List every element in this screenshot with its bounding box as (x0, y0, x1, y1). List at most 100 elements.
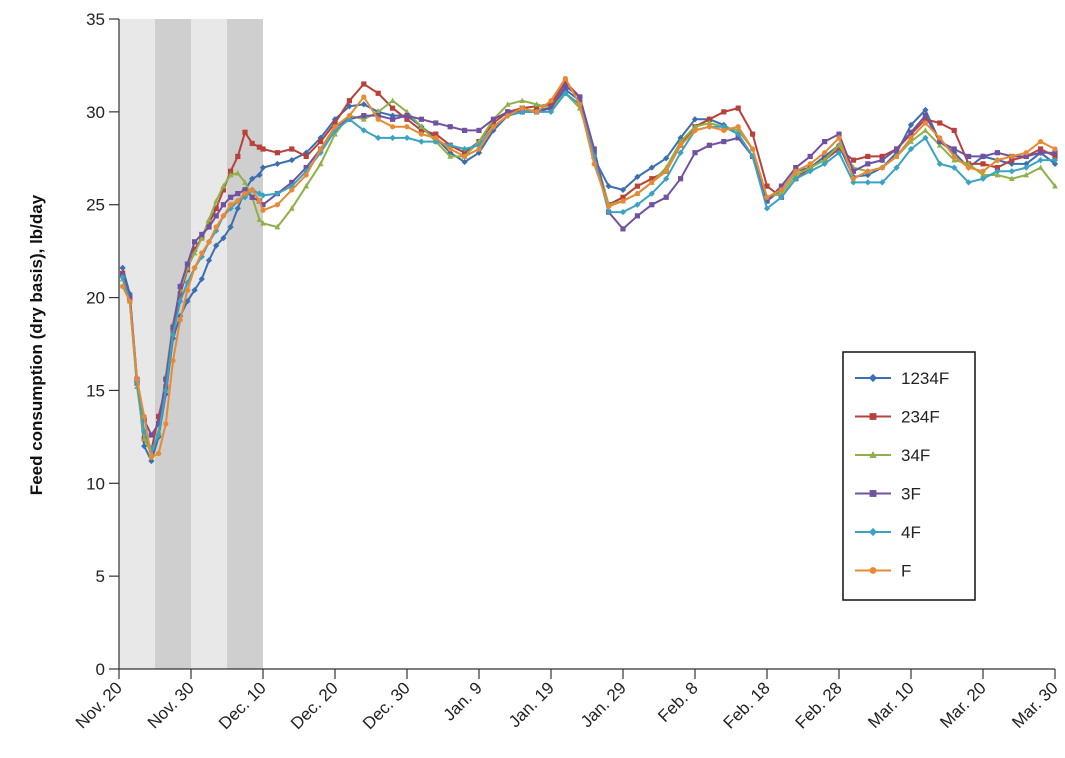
point-4F-69 (965, 179, 972, 186)
point-F-20 (260, 207, 266, 213)
point-1234F-50 (691, 116, 699, 123)
point-1234F-45 (619, 186, 627, 193)
point-F-55 (764, 194, 770, 200)
y-tick-label-35: 35 (86, 10, 105, 29)
point-F-56 (778, 187, 785, 193)
point-F-32 (433, 135, 439, 141)
point-234F-60 (836, 146, 842, 152)
point-4F-38 (519, 108, 526, 115)
point-1234F-11 (198, 275, 205, 283)
point-1234F-65 (907, 121, 915, 128)
point-34F-13 (213, 197, 220, 204)
x-tick-label-7: Jan. 29 (577, 678, 630, 731)
point-4F-59 (821, 160, 828, 167)
point-34F-60 (836, 142, 842, 148)
point-F-16 (235, 198, 241, 204)
point-4F-58 (807, 168, 814, 175)
point-4F-33 (447, 142, 454, 149)
point-F-69 (966, 164, 972, 171)
point-F-71 (994, 157, 1001, 163)
point-34F-33 (447, 153, 454, 159)
point-4F-41 (562, 90, 569, 97)
point-234F-21 (274, 150, 280, 156)
point-34F-69 (965, 160, 972, 167)
point-3F-63 (879, 157, 885, 163)
point-234F-16 (235, 153, 241, 160)
point-F-15 (228, 202, 234, 208)
legend-label-34F: 34F (901, 446, 930, 465)
y-axis-title: Feed consumption (dry basis), lb/day (27, 194, 46, 495)
point-F-73 (1023, 150, 1029, 156)
point-4F-8 (177, 298, 184, 305)
x-tick-label-11: Mar. 10 (864, 678, 918, 732)
point-4F-60 (835, 149, 843, 156)
point-1234F-22 (288, 157, 295, 164)
point-4F-70 (979, 175, 987, 182)
point-34F-37 (504, 101, 511, 107)
point-F-31 (418, 131, 424, 137)
point-4F-71 (994, 168, 1001, 175)
point-4F-9 (184, 279, 191, 286)
point-234F-32 (433, 131, 439, 137)
point-F-41 (562, 75, 569, 82)
point-4F-57 (792, 175, 799, 182)
point-3F-31 (418, 116, 424, 122)
point-234F-66 (922, 116, 928, 122)
point-3F-23 (303, 164, 309, 171)
point-3F-7 (170, 324, 176, 330)
point-3F-30 (404, 112, 410, 119)
point-3F-18 (249, 194, 255, 200)
point-3F-74 (1038, 150, 1044, 156)
point-3F-16 (235, 190, 241, 197)
point-4F-55 (763, 205, 771, 212)
legend-entry-3F: 3F (855, 485, 921, 504)
point-4F-61 (850, 179, 857, 186)
point-234F-53 (735, 105, 741, 111)
point-F-23 (303, 172, 309, 178)
point-3F-33 (447, 124, 453, 130)
point-F-62 (865, 168, 871, 174)
point-1234F-0 (119, 264, 126, 271)
point-3F-53 (735, 135, 741, 141)
point-4F-74 (1037, 157, 1044, 164)
legend: 1234F 234F 34F 3F 4F F (842, 351, 976, 601)
point-34F-11 (198, 235, 205, 241)
shaded-band-1 (119, 19, 155, 669)
point-3F-56 (778, 183, 784, 189)
point-F-18 (249, 187, 255, 193)
point-3F-62 (865, 161, 871, 167)
point-234F-61 (850, 157, 856, 163)
point-234F-55 (764, 183, 770, 189)
point-4F-7 (169, 331, 177, 338)
point-234F-70 (980, 161, 986, 167)
point-1234F-4 (148, 457, 155, 465)
point-34F-72 (1008, 175, 1015, 182)
point-34F-15 (227, 171, 234, 178)
point-F-35 (476, 146, 482, 152)
x-tick-label-0: Nov. 20 (72, 678, 126, 732)
point-234F-26 (346, 98, 352, 104)
point-34F-59 (821, 157, 828, 163)
point-F-13 (213, 224, 219, 230)
point-F-6 (163, 421, 169, 427)
point-F-59 (822, 150, 828, 156)
point-4F-31 (418, 138, 425, 145)
point-3F-6 (163, 376, 169, 382)
point-F-63 (879, 164, 885, 171)
point-F-0 (120, 283, 126, 290)
point-234F-30 (404, 116, 410, 122)
point-3F-47 (649, 202, 655, 208)
point-34F-65 (908, 138, 914, 144)
point-3F-46 (634, 213, 640, 219)
point-34F-73 (1023, 171, 1030, 178)
y-tick-label-25: 25 (86, 196, 105, 215)
point-F-7 (170, 358, 176, 364)
point-F-30 (404, 124, 410, 130)
point-4F-52 (720, 123, 727, 130)
point-F-68 (951, 153, 957, 160)
legend-label-4F: 4F (901, 523, 921, 542)
point-1234F-23 (303, 149, 310, 156)
point-1234F-35 (475, 149, 483, 156)
point-4F-11 (198, 253, 205, 260)
point-F-52 (721, 127, 727, 134)
